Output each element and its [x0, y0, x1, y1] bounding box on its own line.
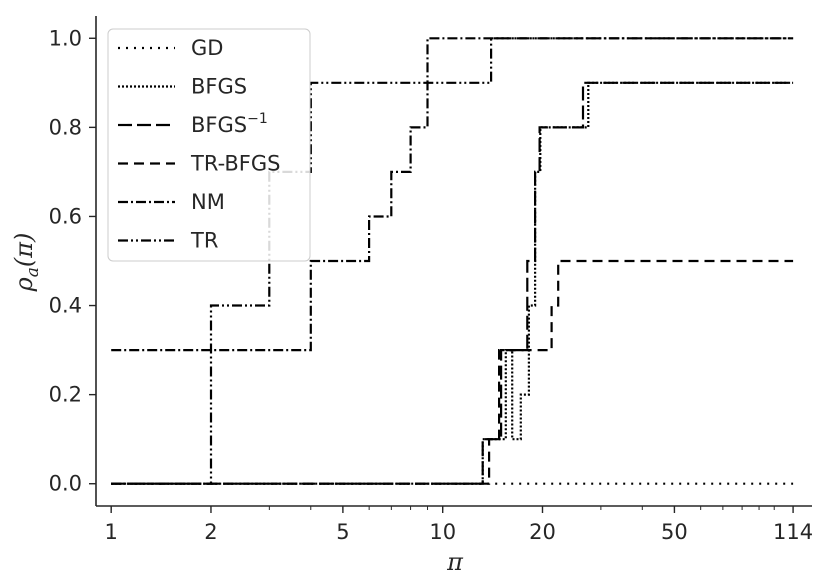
y-axis-title: ρa(π) — [10, 233, 43, 293]
y-tick-label: 0.0 — [49, 472, 82, 496]
series-line-nm — [111, 37, 794, 352]
x-tick-label: 50 — [661, 520, 688, 544]
x-tick-label: 10 — [429, 520, 456, 544]
legend-label: NM — [191, 190, 225, 214]
x-tick-label: 2 — [204, 520, 217, 544]
y-ticks: 0.0 0.2 0.4 0.6 0.8 1.0 — [49, 26, 96, 496]
legend-label-text: TR-BFGS — [190, 152, 281, 176]
legend-label-superscript: −1 — [247, 111, 268, 127]
y-axis-title-rho: ρ — [10, 277, 38, 292]
x-tick-label: 114 — [773, 520, 813, 544]
y-axis-title-subscript: a — [23, 267, 43, 277]
legend-label: BFGS — [191, 75, 247, 99]
legend-label-text: BFGS — [191, 75, 247, 99]
legend-label-text: GD — [191, 36, 223, 60]
x-ticks: 1 2 5 10 20 50 114 — [104, 506, 813, 544]
legend-label-text: TR — [190, 229, 218, 253]
y-tick-label: 0.4 — [49, 294, 82, 318]
legend-label: TR-BFGS — [190, 152, 281, 176]
axes: 0.0 0.2 0.4 0.6 0.8 1.0 1 2 5 10 20 50 114 π ρa(π) — [10, 16, 813, 576]
y-tick-label: 0.6 — [49, 204, 82, 228]
series-line-tr-bfgs — [111, 259, 794, 485]
legend-label-text: NM — [191, 190, 225, 214]
y-tick-label: 0.2 — [49, 383, 82, 407]
x-tick-label: 5 — [336, 520, 349, 544]
series-line-bfgs — [111, 81, 794, 485]
y-tick-label: 0.8 — [49, 115, 82, 139]
legend-box — [107, 28, 311, 262]
x-axis-title: π — [446, 548, 464, 576]
legend-label: BFGS−1 — [191, 111, 268, 137]
x-tick-label: 1 — [104, 520, 117, 544]
legend-label: GD — [191, 36, 223, 60]
y-axis-title-arg: (π) — [10, 233, 38, 268]
x-tick-label: 20 — [529, 520, 556, 544]
legend-label-text: BFGS — [191, 113, 247, 137]
y-tick-label: 1.0 — [49, 26, 82, 50]
legend-label: TR — [190, 229, 218, 253]
